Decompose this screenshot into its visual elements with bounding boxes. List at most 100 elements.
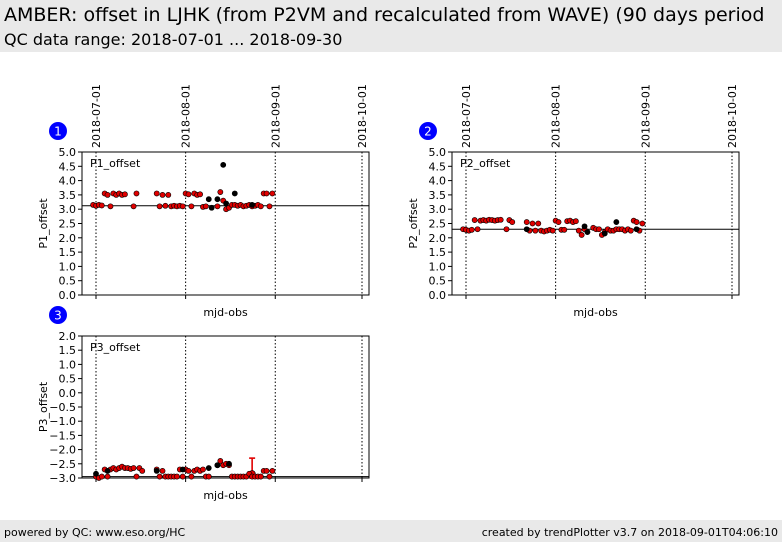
panel-number-badge <box>49 122 67 140</box>
data-point <box>474 226 481 233</box>
data-point <box>266 203 273 210</box>
y-tick-label: 0.5 <box>59 373 77 386</box>
y-tick-label: −1.5 <box>49 429 76 442</box>
data-point <box>93 470 99 477</box>
data-point <box>104 467 111 474</box>
y-tick-label: 1.5 <box>59 344 77 357</box>
y-tick-label: 1.5 <box>59 246 77 259</box>
y-tick-label: 4.0 <box>429 175 447 188</box>
data-point <box>532 227 539 234</box>
date-tick-label: 2018-08-01 <box>550 84 563 148</box>
x-axis-label: mjd-obs <box>203 306 248 319</box>
chart-panel-2: 2018-07-01 2018-08-01 2018-09-01 2018-10-01… <box>407 84 740 319</box>
panel-number-badge <box>49 306 67 324</box>
x-axis-label: mjd-obs <box>573 306 618 319</box>
y-tick-label: 1.0 <box>429 260 447 273</box>
y-tick-label: 3.5 <box>59 189 77 202</box>
chart-panel-3: −3.0−2.5−2.0 −1.5−1.0−0.50.00.5 1.01.52.0 P… <box>37 306 370 502</box>
data-point <box>217 458 224 464</box>
page-title: AMBER: offset in LJHK (from P2VM and rec… <box>4 4 765 26</box>
y-tick-label: 4.5 <box>429 160 447 173</box>
panel-series-label: P3_offset <box>90 341 141 354</box>
data-point <box>509 219 516 225</box>
data-point <box>188 473 195 480</box>
data-point <box>575 227 582 234</box>
y-tick-label: 5.0 <box>429 146 447 159</box>
y-tick-label: 0.0 <box>429 289 447 302</box>
data-point <box>153 190 160 197</box>
data-point <box>263 467 270 474</box>
qc-range-subtitle: QC data range: 2018-07-01 ... 2018-09-30 <box>4 30 343 49</box>
y-axis-label: P2_offset <box>407 198 420 249</box>
y-tick-label: 2.5 <box>429 218 447 231</box>
panel-number-text: 3 <box>54 309 62 323</box>
data-point <box>98 473 105 480</box>
data-point <box>535 220 542 227</box>
plot-frame <box>81 335 370 479</box>
panel-number-text: 1 <box>54 125 62 139</box>
y-tick-label: 2.0 <box>59 232 77 245</box>
data-point <box>205 196 212 203</box>
footer-powered-by: powered by QC: www.eso.org/HC <box>4 526 186 539</box>
plot-frame <box>451 151 740 296</box>
y-tick-label: −0.5 <box>49 401 76 414</box>
data-point <box>231 190 238 197</box>
data-point <box>185 191 192 198</box>
panel-number-badge <box>419 122 437 140</box>
data-point <box>174 473 180 480</box>
chart-panel-1: 2018-07-01 2018-08-01 2018-09-01 2018-10-01… <box>37 84 370 319</box>
data-point <box>165 191 172 198</box>
date-tick-label: 2018-07-01 <box>90 84 103 148</box>
date-tick-label: 2018-09-01 <box>269 84 282 148</box>
y-tick-label: 3.5 <box>429 189 447 202</box>
data-point <box>130 203 137 210</box>
data-point <box>156 203 163 210</box>
data-point <box>633 219 640 225</box>
data-point <box>162 202 169 209</box>
data-point <box>179 473 186 480</box>
y-tick-label: 5.0 <box>59 146 77 159</box>
y-tick-label: 4.5 <box>59 160 77 173</box>
data-point <box>471 217 478 223</box>
data-point <box>627 227 634 234</box>
data-point <box>639 220 646 227</box>
panel-number-text: 2 <box>424 125 432 139</box>
data-point <box>257 203 264 210</box>
data-point <box>188 203 195 210</box>
data-point <box>581 223 588 230</box>
data-point <box>205 473 212 480</box>
y-tick-label: 0.5 <box>59 275 77 288</box>
data-point <box>153 467 160 474</box>
data-point <box>205 465 212 471</box>
data-point <box>561 226 568 233</box>
data-point <box>257 473 264 480</box>
y-tick-label: 2.5 <box>59 218 77 231</box>
data-point <box>601 230 608 237</box>
data-point <box>179 466 186 473</box>
date-tick-label: 2018-09-01 <box>639 84 652 148</box>
y-tick-label: −3.0 <box>49 472 76 485</box>
data-point <box>214 462 221 469</box>
y-tick-label: 1.5 <box>429 246 447 259</box>
panel-series-label: P1_offset <box>90 157 141 170</box>
data-point <box>200 466 206 473</box>
plot-frame <box>81 151 370 296</box>
data-point <box>503 226 510 233</box>
data-point <box>549 227 556 234</box>
data-point <box>263 190 270 197</box>
data-point <box>214 196 221 203</box>
y-tick-label: 3.0 <box>429 203 447 216</box>
data-point <box>555 219 562 225</box>
data-point <box>269 467 276 474</box>
data-point <box>208 204 215 211</box>
y-tick-label: 0.0 <box>59 289 77 302</box>
data-point <box>523 226 530 233</box>
y-axis-label: P1_offset <box>37 198 50 249</box>
data-point <box>159 191 166 198</box>
y-tick-label: 2.0 <box>429 232 447 245</box>
data-point <box>179 203 186 210</box>
data-point <box>523 219 530 225</box>
data-point <box>584 229 591 235</box>
data-point <box>578 232 585 238</box>
footer-created-by: created by trendPlotter v3.7 on 2018-09-… <box>481 526 778 539</box>
